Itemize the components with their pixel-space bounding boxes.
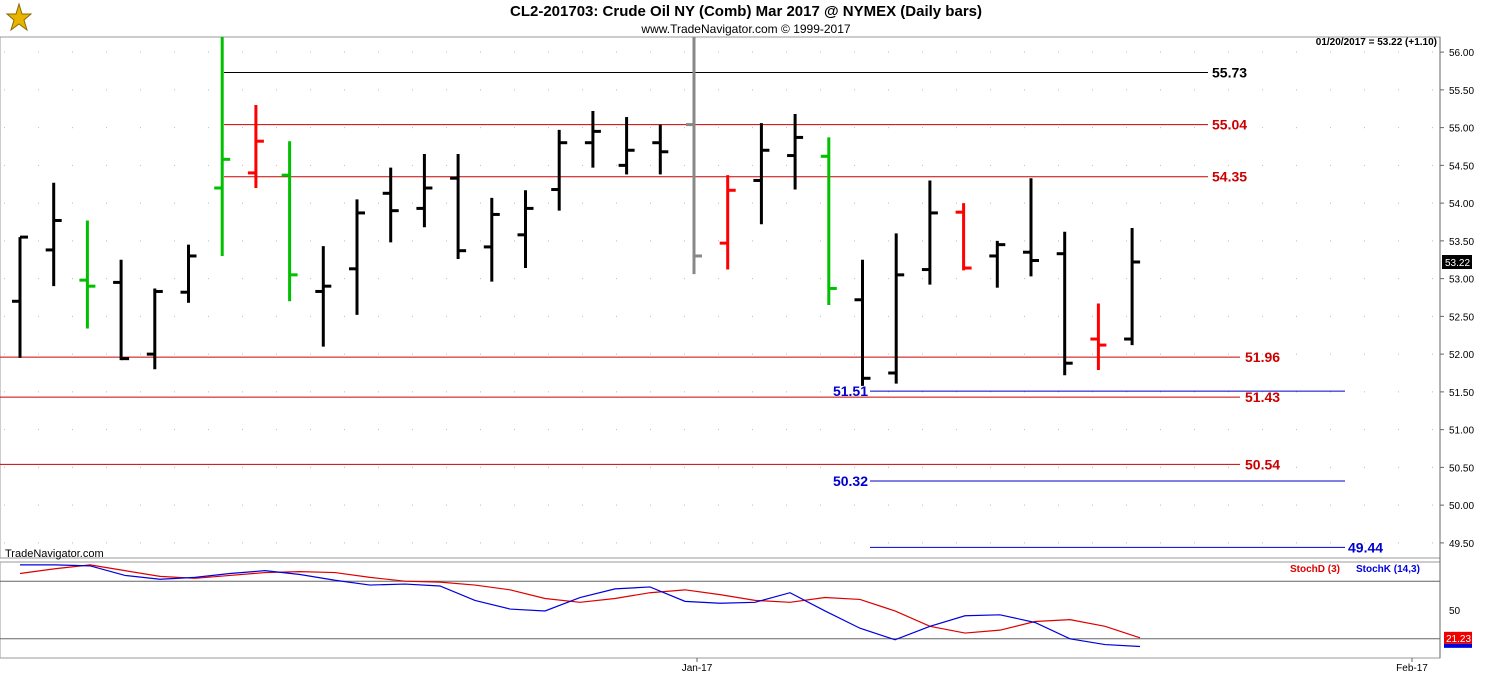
level-label: 51.51	[833, 383, 868, 399]
legend-stochd: StochD (3)	[1290, 564, 1340, 575]
level-label: 51.96	[1245, 349, 1280, 365]
stochastic-tick-label: 50	[1449, 606, 1461, 617]
stochastic-series-line	[20, 564, 1141, 648]
y-tick-label: 56.00	[1449, 48, 1474, 59]
legend-stochk: StochK (14,3)	[1356, 564, 1420, 575]
chart-title: CL2-201703: Crude Oil NY (Comb) Mar 2017…	[510, 3, 982, 20]
y-tick-label: 53.00	[1449, 275, 1474, 286]
y-tick-label: 51.50	[1449, 388, 1474, 399]
level-label: 55.73	[1212, 64, 1247, 80]
y-tick-label: 49.50	[1449, 539, 1474, 550]
stochastic-last-value-box	[1444, 631, 1472, 644]
x-tick-label: Jan-17	[682, 663, 713, 674]
level-label: 50.32	[833, 473, 868, 489]
level-label: 54.35	[1212, 169, 1247, 185]
stochastic-last-value-label: 21.23	[1446, 634, 1471, 645]
trade-navigator-logo	[4, 2, 34, 34]
chart-subtitle: www.TradeNavigator.com © 1999-2017	[641, 22, 851, 36]
level-label: 49.44	[1348, 539, 1383, 555]
level-label: 50.54	[1245, 456, 1280, 472]
y-tick-label: 54.50	[1449, 161, 1474, 172]
price-readout: 01/20/2017 = 53.22 (+1.10)	[1315, 37, 1437, 48]
y-tick-label: 50.50	[1449, 463, 1474, 474]
last-price-box	[1442, 255, 1472, 270]
y-tick-label: 52.00	[1449, 350, 1474, 361]
y-tick-label: 52.50	[1449, 312, 1474, 323]
y-tick-label: 55.50	[1449, 86, 1474, 97]
stochastic-k-last-marker	[1444, 643, 1472, 648]
price-panel-frame	[0, 36, 1441, 559]
y-tick-label: 51.00	[1449, 426, 1474, 437]
x-tick-label: Feb-17	[1396, 663, 1428, 674]
y-tick-label: 50.00	[1449, 501, 1474, 512]
stochastic-series-line	[19, 564, 1141, 639]
y-tick-label: 53.50	[1449, 237, 1474, 248]
watermark-text: TradeNavigator.com	[5, 548, 104, 560]
y-tick-label: 55.00	[1449, 124, 1474, 135]
level-label: 55.04	[1212, 117, 1247, 133]
y-tick-label: 54.00	[1449, 199, 1474, 210]
last-price-label: 53.22	[1445, 258, 1470, 269]
level-label: 51.43	[1245, 389, 1280, 405]
